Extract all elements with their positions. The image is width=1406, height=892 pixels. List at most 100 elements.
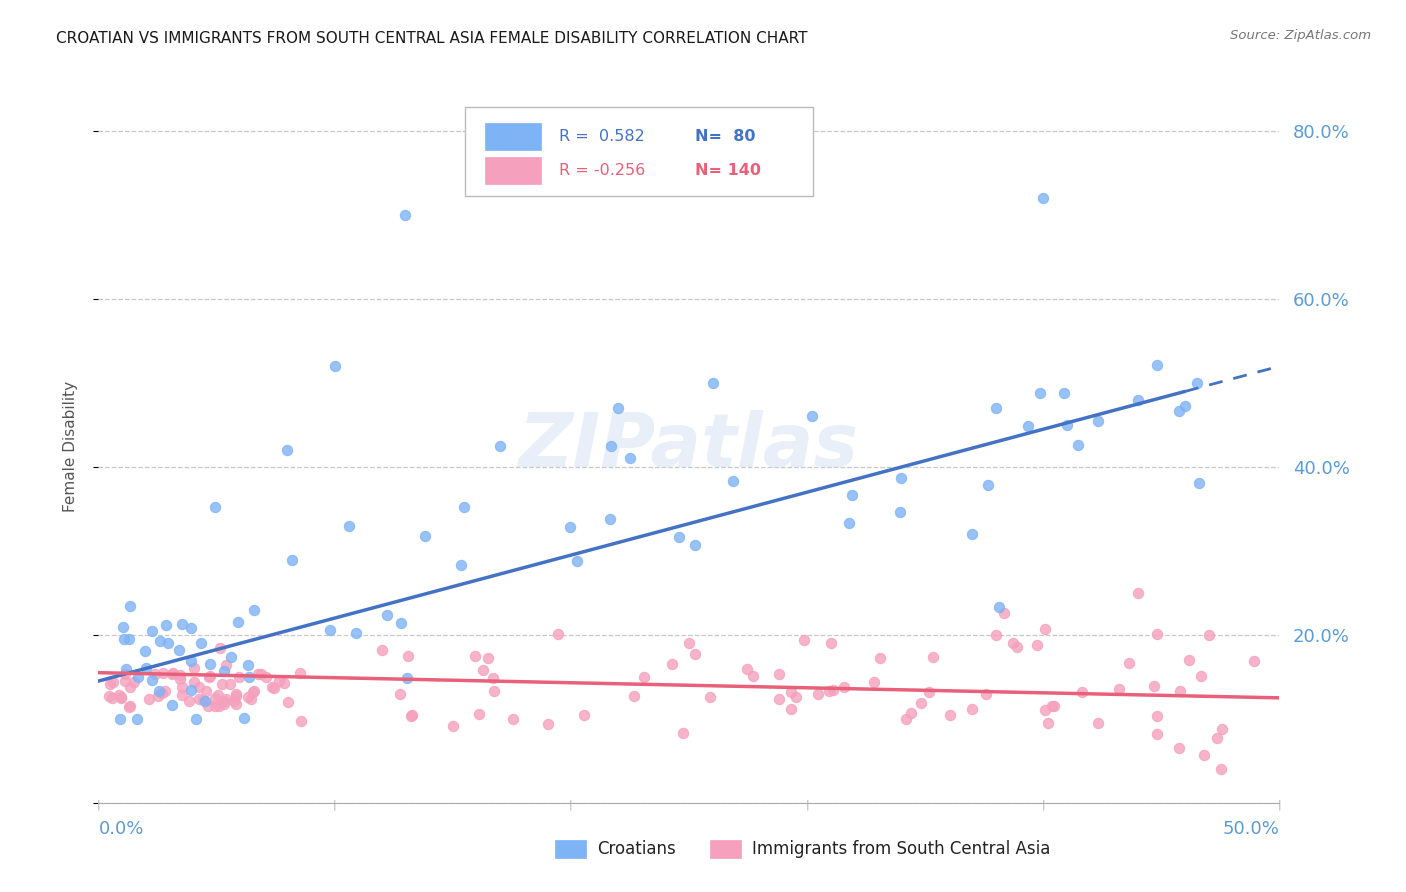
Point [254, 670, 277, 684]
FancyBboxPatch shape [485, 123, 541, 150]
Point [146, 690, 169, 704]
Point [1052, 386, 1074, 401]
Point [198, 670, 221, 684]
Point [702, 376, 724, 390]
Point [1146, 708, 1168, 723]
Point [1143, 679, 1166, 693]
Point [225, 689, 247, 703]
Point [1146, 726, 1168, 740]
Point [661, 657, 683, 671]
Point [180, 682, 202, 697]
Point [922, 650, 945, 665]
Point [263, 681, 285, 695]
Point [127, 670, 149, 684]
Point [619, 450, 641, 465]
Point [215, 658, 238, 673]
Point [150, 685, 173, 699]
Point [413, 529, 436, 543]
Point [977, 478, 1000, 492]
Point [672, 726, 695, 740]
Point [988, 599, 1011, 614]
Text: Source: ZipAtlas.com: Source: ZipAtlas.com [1230, 29, 1371, 42]
Point [468, 706, 491, 721]
Point [974, 687, 997, 701]
Point [197, 699, 219, 714]
Point [242, 684, 264, 698]
Point [143, 666, 166, 681]
Point [1007, 640, 1029, 655]
Text: R = -0.256: R = -0.256 [560, 163, 645, 178]
Point [779, 701, 801, 715]
Point [110, 690, 132, 705]
Point [112, 632, 135, 646]
Point [1243, 654, 1265, 668]
Point [482, 683, 505, 698]
Point [212, 664, 235, 678]
Point [169, 673, 191, 687]
Point [238, 657, 260, 672]
Point [141, 624, 163, 639]
Point [250, 666, 273, 681]
FancyBboxPatch shape [464, 107, 813, 196]
Point [1168, 740, 1191, 755]
Point [114, 666, 136, 681]
Point [190, 635, 212, 649]
Text: |: | [1278, 799, 1281, 810]
Point [984, 628, 1007, 642]
Point [984, 401, 1007, 416]
Point [821, 682, 844, 697]
Point [1174, 399, 1197, 413]
Point [1118, 656, 1140, 670]
Text: Croatians: Croatians [598, 840, 676, 858]
Point [134, 644, 156, 658]
Point [262, 680, 284, 694]
Point [1001, 635, 1024, 649]
Point [114, 674, 136, 689]
Point [401, 709, 423, 723]
Point [993, 607, 1015, 621]
Text: N= 140: N= 140 [695, 163, 761, 178]
Point [1187, 476, 1209, 491]
Point [226, 615, 249, 630]
Point [209, 641, 232, 656]
Point [678, 636, 700, 650]
Point [204, 699, 226, 714]
Point [160, 698, 183, 712]
Point [100, 677, 122, 691]
Point [1033, 703, 1056, 717]
Point [170, 680, 193, 694]
Point [149, 633, 172, 648]
Point [118, 699, 141, 714]
Point [1056, 417, 1078, 432]
Point [148, 684, 170, 698]
Point [395, 671, 418, 685]
Point [699, 690, 721, 704]
Point [1108, 682, 1130, 697]
Point [115, 662, 138, 676]
Point [204, 691, 226, 706]
Point [243, 603, 266, 617]
Point [938, 708, 960, 723]
Point [471, 663, 494, 677]
Point [1211, 722, 1233, 736]
Text: R =  0.582: R = 0.582 [560, 128, 645, 144]
Point [172, 688, 194, 702]
Point [1036, 715, 1059, 730]
Point [138, 692, 160, 706]
Point [1206, 731, 1229, 746]
Point [238, 670, 260, 684]
Point [118, 699, 141, 714]
Point [863, 674, 886, 689]
Point [441, 719, 464, 733]
Point [1192, 747, 1215, 762]
Point [910, 696, 932, 710]
Point [1087, 715, 1109, 730]
Point [488, 439, 510, 453]
Point [683, 647, 706, 661]
Point [191, 693, 214, 707]
Point [153, 683, 176, 698]
Point [394, 208, 416, 222]
Point [118, 680, 141, 694]
Point [793, 633, 815, 648]
Point [344, 626, 367, 640]
